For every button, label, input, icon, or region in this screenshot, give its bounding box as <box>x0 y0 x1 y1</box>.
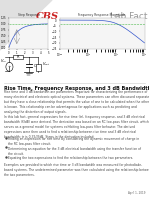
Title: Frequency Response Magnitude: Frequency Response Magnitude <box>78 13 126 17</box>
Polygon shape <box>0 0 52 50</box>
Text: Determining an equation for the 3 dB electrical bandwidth using the transfer fun: Determining an equation for the 3 dB ele… <box>7 147 141 156</box>
Text: +: + <box>8 65 11 69</box>
Text: CBS: CBS <box>36 12 59 21</box>
Text: Equating the two expressions to find the relationship between the two parameters: Equating the two expressions to find the… <box>7 156 133 160</box>
Text: Rise Time, Frequency Response, and 3 dB Bandwidth: Rise Time, Frequency Response, and 3 dB … <box>4 86 149 91</box>
Text: In this lab fact, general expressions for rise time (tr), frequency response, an: In this lab fact, general expressions fo… <box>4 115 149 139</box>
Text: Rise time and 3 dB bandwidth are parameters important for characterizing the per: Rise time and 3 dB bandwidth are paramet… <box>4 90 149 114</box>
Text: $V_{in}$: $V_{in}$ <box>0 58 7 65</box>
Text: C: C <box>33 64 36 68</box>
Title: Step Response: Step Response <box>18 13 40 17</box>
Text: Lab Fact: Lab Fact <box>110 12 147 21</box>
Text: R: R <box>17 55 19 59</box>
FancyBboxPatch shape <box>36 64 41 71</box>
Text: Examples are provided to which rise time or 3 dB bandwidth was measured for phot: Examples are provided to which rise time… <box>4 163 149 177</box>
Text: $V_{out}$: $V_{out}$ <box>42 60 50 68</box>
Text: Finding an expression for rise time by considering the dynamic movement of charg: Finding an expression for rise time by c… <box>7 137 139 146</box>
FancyBboxPatch shape <box>13 55 23 59</box>
Text: April 1, 2019: April 1, 2019 <box>128 191 145 195</box>
